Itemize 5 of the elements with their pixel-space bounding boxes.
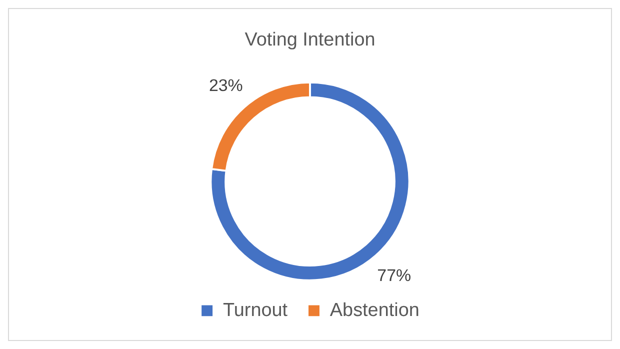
- data-label: 23%: [208, 76, 243, 95]
- chart-title: Voting Intention: [244, 29, 376, 50]
- data-label: 77%: [377, 266, 412, 286]
- legend-label: Abstention: [330, 300, 420, 321]
- legend-label: Turnout: [223, 300, 288, 321]
